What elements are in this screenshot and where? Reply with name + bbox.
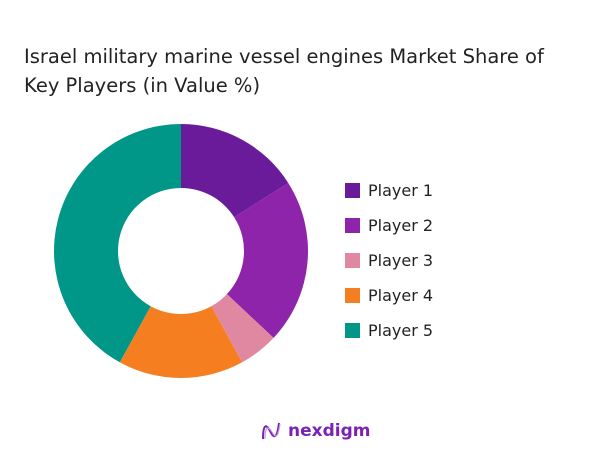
legend-item: Player 4 bbox=[345, 278, 433, 313]
legend-label: Player 4 bbox=[368, 286, 434, 305]
chart-title: Israel military marine vessel engines Ma… bbox=[24, 45, 544, 97]
slice-player-1 bbox=[181, 124, 289, 218]
legend-label: Player 5 bbox=[368, 321, 434, 340]
legend-item: Player 1 bbox=[345, 173, 433, 208]
slice-player-4 bbox=[119, 306, 243, 378]
legend: Player 1 Player 2 Player 3 Player 4 Player 5 bbox=[345, 173, 433, 348]
legend-swatch bbox=[345, 253, 360, 268]
legend-swatch bbox=[345, 218, 360, 233]
slice-player-5 bbox=[53, 124, 182, 363]
slice-player-2 bbox=[226, 182, 308, 338]
legend-label: Player 2 bbox=[368, 216, 434, 235]
legend-label: Player 3 bbox=[368, 251, 434, 270]
legend-swatch bbox=[345, 183, 360, 198]
legend-swatch bbox=[345, 288, 360, 303]
legend-swatch bbox=[345, 323, 360, 338]
nexdigm-logo-icon bbox=[262, 422, 281, 440]
legend-label: Player 1 bbox=[368, 181, 434, 200]
brand-name: nexdigm bbox=[288, 421, 371, 441]
legend-item: Player 3 bbox=[345, 243, 433, 278]
legend-item: Player 2 bbox=[345, 208, 433, 243]
legend-item: Player 5 bbox=[345, 313, 433, 348]
slice-player-3 bbox=[211, 294, 274, 363]
nexdigm-logo: nexdigm bbox=[260, 420, 370, 442]
